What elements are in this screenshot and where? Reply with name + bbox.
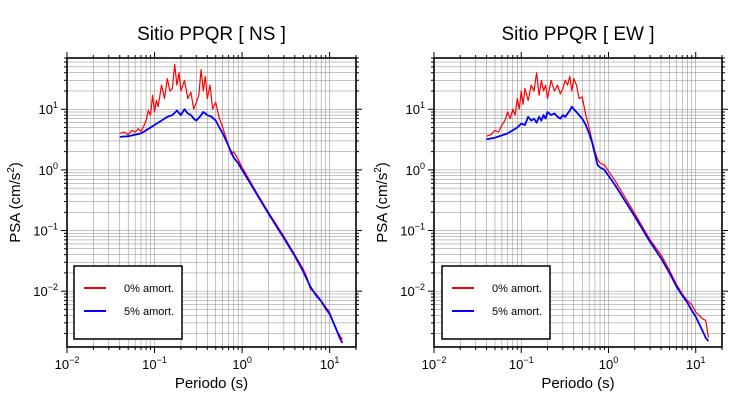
panel-1: 10−2 10−1 100 101 10−2 10−1 100 101 Sitio PPQR [… (6, 24, 362, 392)
plot-frame (66, 57, 357, 348)
x-axis-label: Periodo (s) (175, 375, 248, 392)
tick-marks (428, 52, 728, 353)
series-line-blue (119, 108, 344, 344)
x-axis-label: Periodo (s) (541, 375, 614, 392)
panel-2: 10−2 10−1 100 101 10−2 10−1 100 101 Sitio PPQR [… (373, 24, 728, 392)
x-tick-label: 10−1 (509, 355, 534, 372)
y-axis-label: PSA (cm/s2) (373, 162, 391, 243)
y-tick-label: 10−2 (400, 282, 425, 299)
legend-box (441, 265, 551, 340)
y-tick-label: 101 (39, 100, 58, 117)
x-tick-label: 100 (599, 355, 618, 372)
x-tick-label: 101 (320, 355, 339, 372)
x-tick-label: 10−1 (142, 355, 167, 372)
y-tick-label: 100 (39, 161, 58, 178)
y-axis-label: PSA (cm/s2) (6, 162, 24, 243)
chart-title: Sitio PPQR [ EW ] (501, 24, 654, 45)
x-tick-label: 100 (232, 355, 251, 372)
y-tick-label: 100 (406, 161, 425, 178)
x-tick-label: 10−2 (55, 355, 80, 372)
x-tick-label: 10−2 (422, 355, 447, 372)
legend-box (73, 265, 183, 340)
legend: 0% amort. 5% amort. (441, 265, 551, 340)
legend-label: 5% amort. (492, 306, 542, 318)
y-tick-label: 101 (406, 100, 425, 117)
y-tick-label: 10−1 (400, 222, 425, 239)
series-line-red (486, 72, 710, 338)
series-line-blue (486, 105, 710, 342)
chart-title: Sitio PPQR [ NS ] (137, 24, 286, 45)
tick-marks (61, 52, 362, 353)
legend: 0% amort. 5% amort. (73, 265, 183, 340)
legend-label: 5% amort. (124, 306, 174, 318)
y-tick-label: 10−1 (33, 222, 58, 239)
y-tick-label: 10−2 (33, 282, 58, 299)
x-tick-label: 101 (686, 355, 705, 372)
legend-label: 0% amort. (492, 283, 542, 295)
legend-label: 0% amort. (124, 283, 174, 295)
plot-frame (433, 57, 723, 348)
